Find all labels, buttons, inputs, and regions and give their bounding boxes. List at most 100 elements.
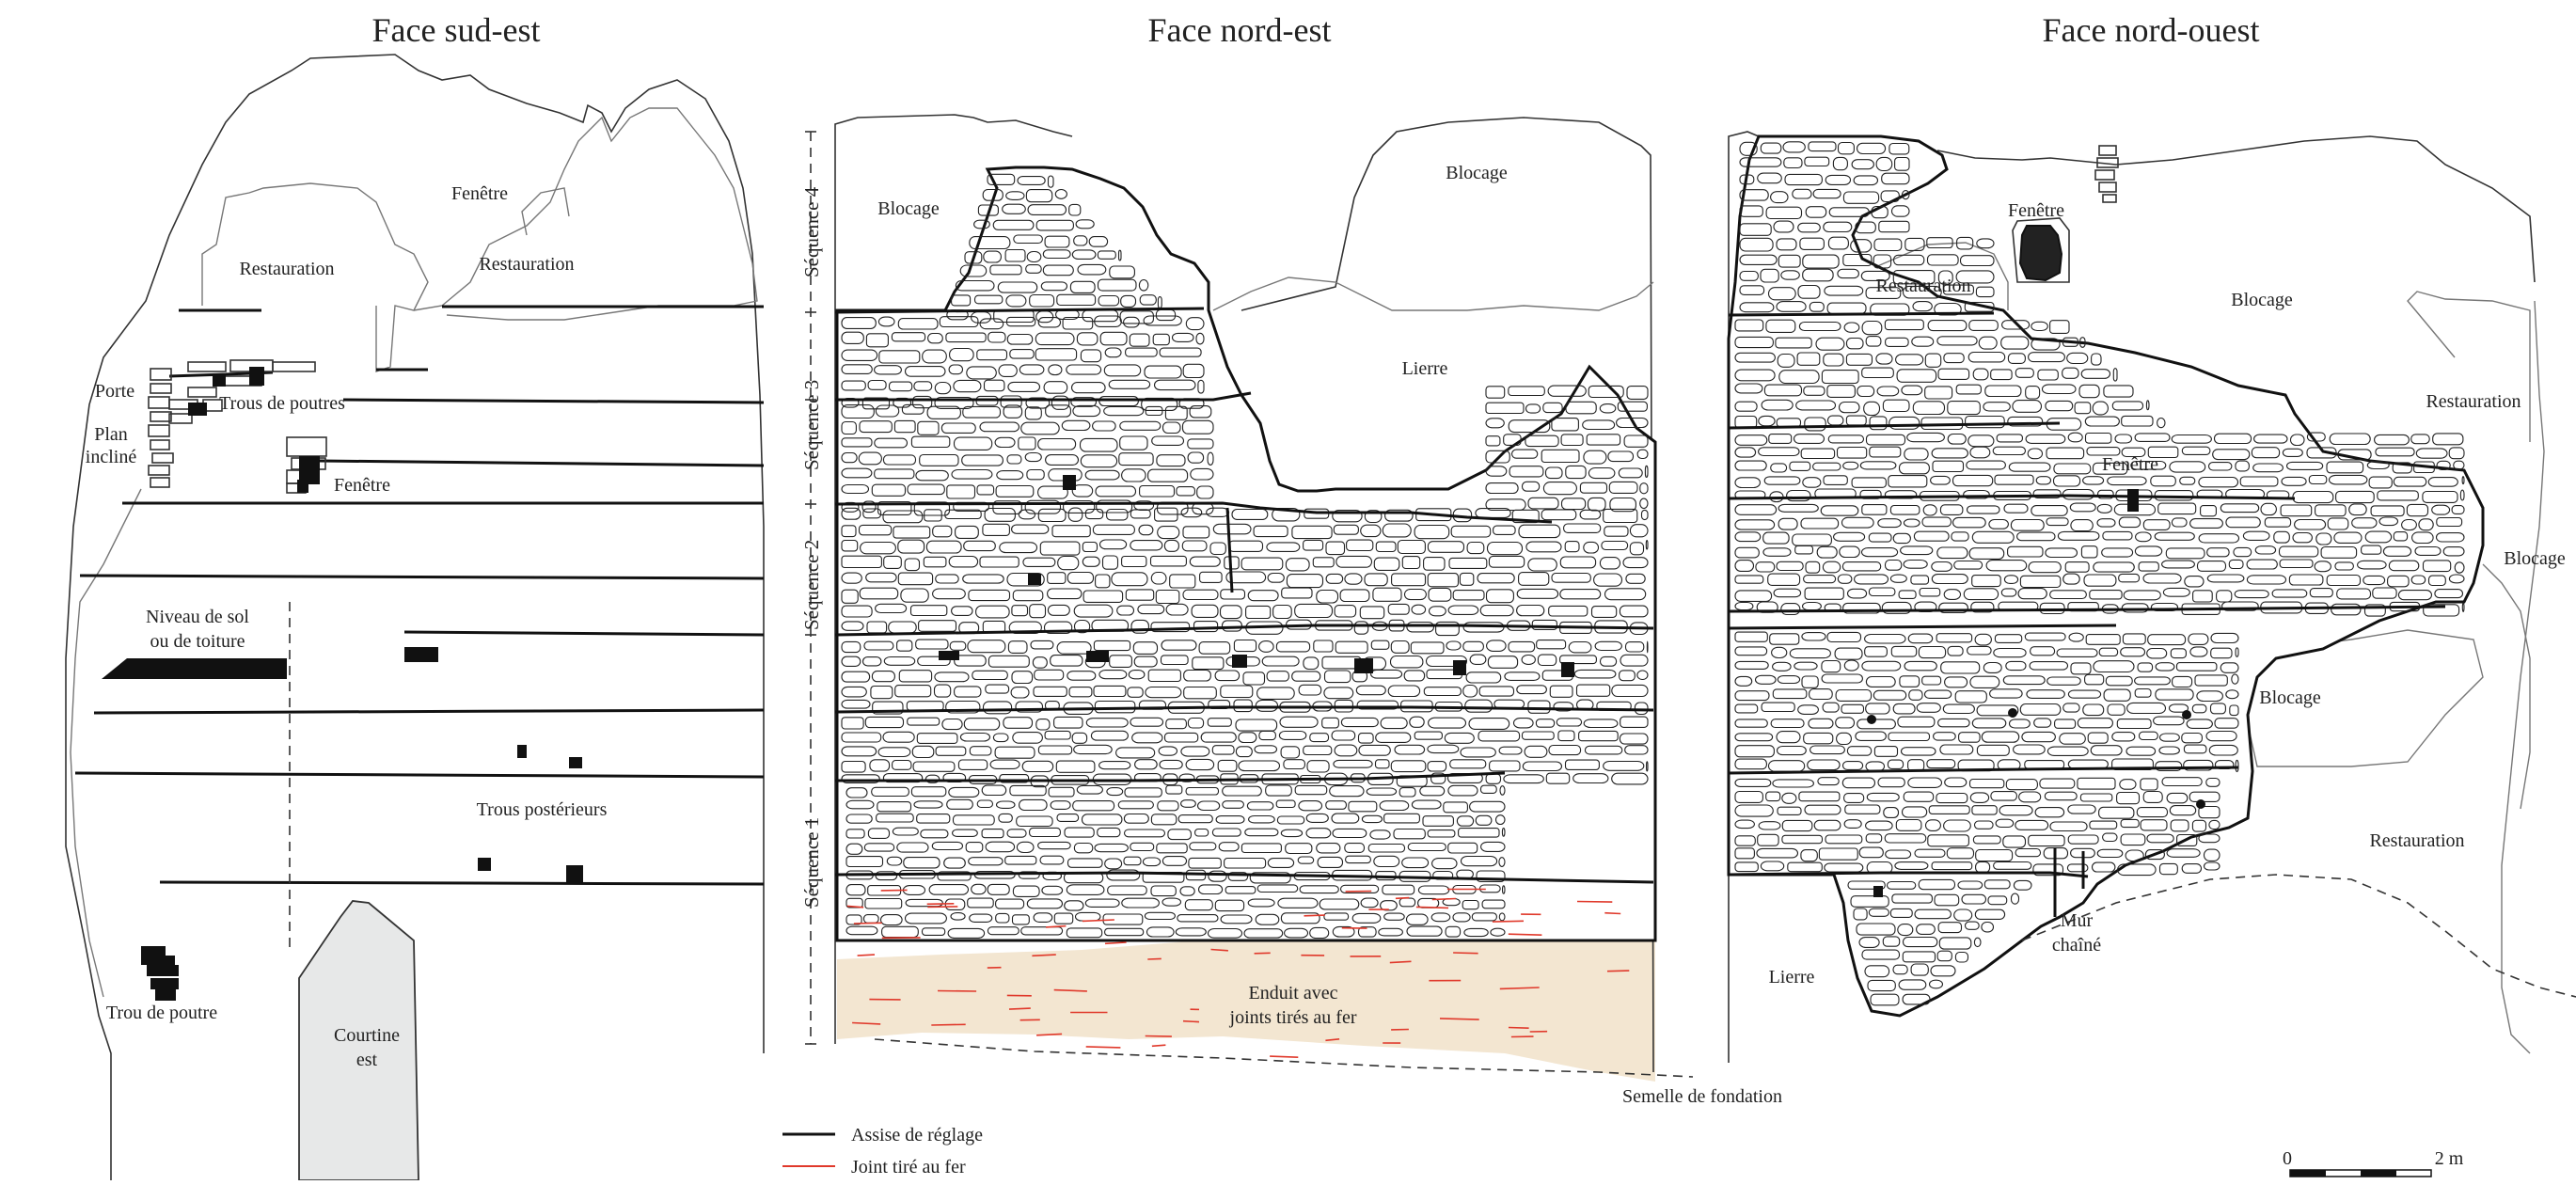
legend: Assise de réglage Joint tiré au fer: [782, 1125, 983, 1177]
label-nw-restoration-top: Restauration: [1875, 276, 1970, 296]
masonry-stone: [1892, 206, 1910, 216]
masonry-stone: [2376, 448, 2414, 456]
masonry-stone: [2433, 434, 2463, 445]
iron-joint-mark: [1577, 902, 1612, 903]
label-nw-restoration-right: Restauration: [2426, 391, 2521, 412]
label-se-courtine-1: Courtine: [334, 1025, 400, 1046]
assise-lines-south-east: [75, 307, 764, 884]
label-nw-blocage-mid: Blocage: [2259, 687, 2321, 708]
label-se-plan-2: incliné: [86, 447, 137, 467]
label-se-beam-holes: Trous de poutres: [219, 393, 345, 414]
masonry-stone: [2375, 434, 2410, 444]
masonry-stone: [2330, 434, 2370, 445]
panel-north-west: Fenêtre Restauration Blocage Restauratio…: [1729, 132, 2576, 1063]
label-se-restoration-left: Restauration: [239, 259, 334, 279]
masonry-stone: [1874, 239, 1902, 250]
nw-right-contour: [2502, 301, 2544, 1053]
masonry-stone: [1976, 287, 1994, 296]
label-nw-ivy: Lierre: [1769, 967, 1815, 988]
label-nw-blocage-right: Blocage: [2504, 548, 2566, 569]
iron-joint-mark: [854, 923, 882, 924]
panel-south-east: Fenêtre Restauration Restauration Porte …: [66, 55, 764, 1180]
label-ne-blocage-left: Blocage: [877, 198, 940, 219]
masonry-stone: [2416, 449, 2447, 458]
nw-foundation-line: [2022, 875, 2576, 997]
masonry-stone: [2182, 864, 2201, 874]
masonry-stone: [2411, 434, 2430, 444]
floor-level-bar: [102, 658, 287, 679]
label-se-level-2: ou de toiture: [150, 631, 245, 652]
iron-joint-mark: [1304, 915, 1325, 916]
label-nw-mur-2: chaîné: [2052, 935, 2101, 956]
masonry-stone: [2462, 603, 2464, 611]
iron-joint-mark: [881, 890, 908, 891]
scale-start-label: 0: [2283, 1148, 2292, 1169]
label-sequence-3: Séquence 3: [800, 380, 823, 470]
label-nw-blocage-top: Blocage: [2231, 290, 2293, 310]
iron-joint-mark: [938, 991, 976, 992]
iron-joint-mark: [1453, 953, 1478, 954]
masonry-stone: [2167, 849, 2200, 858]
label-se-courtine-2: est: [356, 1050, 378, 1070]
legend-joint-label: Joint tiré au fer: [851, 1157, 966, 1177]
iron-joint-mark: [927, 904, 955, 905]
masonry-stone: [1509, 387, 1545, 396]
label-se-level-1: Niveau de sol: [146, 607, 249, 627]
title-north-east: Face nord-est: [1148, 11, 1332, 49]
label-nw-window-mid: Fenêtre: [2102, 454, 2158, 475]
legend-assise-label: Assise de réglage: [851, 1125, 983, 1146]
iron-joint-mark: [1009, 1008, 1031, 1009]
title-south-east: Face sud-est: [372, 11, 541, 49]
iron-joint-mark: [1146, 1036, 1172, 1037]
window-outline-top: [522, 188, 569, 235]
label-sequence-1: Séquence 1: [800, 817, 823, 908]
restoration-outline-right: [414, 108, 757, 320]
label-nw-restoration-bottom: Restauration: [2369, 830, 2464, 851]
label-se-window-mid: Fenêtre: [334, 475, 390, 496]
iron-joint-mark: [1255, 953, 1271, 954]
label-se-window-top: Fenêtre: [451, 183, 508, 204]
label-ne-blocage-right: Blocage: [1446, 163, 1508, 183]
label-nw-mur-1: Mur: [2061, 910, 2094, 931]
iron-joint-mark: [858, 955, 875, 956]
panel-north-east: Séquence 4 Séquence 3 Séquence 2 Séquenc…: [800, 115, 1782, 1107]
title-north-west: Face nord-ouest: [2043, 11, 2260, 49]
masonry-stone: [2449, 448, 2464, 459]
iron-joint-mark: [1607, 971, 1629, 972]
masonry-stone: [1977, 239, 1994, 248]
masonry-stone: [1905, 238, 1924, 250]
label-se-beam-hole: Trou de poutre: [106, 1003, 217, 1023]
masonry-stone: [2050, 321, 2069, 334]
masonry-stone: [1961, 256, 1995, 266]
masonry-stone: [2031, 322, 2048, 330]
iron-joint-mark: [1086, 1047, 1121, 1048]
masonry-stone: [2454, 461, 2464, 469]
nw-small-stones: [2095, 146, 2118, 202]
masonry-stone: [1526, 404, 1541, 413]
iron-joint-mark: [1509, 1028, 1529, 1029]
iron-joint-mark: [1604, 913, 1620, 914]
masonry-stone: [1486, 387, 1505, 398]
scale-end-label: 2 m: [2435, 1148, 2464, 1169]
label-se-later-holes: Trous postérieurs: [477, 799, 608, 820]
label-sequence-2: Séquence 2: [800, 540, 823, 630]
masonry-stone: [1486, 403, 1524, 413]
masonry-stone: [1486, 419, 1504, 428]
masonry-stone: [1543, 403, 1562, 412]
beam-hole-right: [404, 647, 438, 662]
label-ne-ivy: Lierre: [1402, 358, 1448, 379]
iron-joint-mark: [1493, 921, 1524, 922]
masonry-stone: [1927, 238, 1952, 248]
ne-blocage-contour: [1213, 277, 1653, 310]
label-se-restoration-right: Restauration: [479, 254, 574, 275]
iron-joint-mark: [1396, 898, 1409, 899]
masonry-stone: [2205, 849, 2220, 861]
label-ne-enduit-2: joints tirés au fer: [1229, 1007, 1357, 1028]
masonry-stone: [2160, 863, 2178, 874]
iron-joint-mark: [1270, 1056, 1298, 1057]
iron-joint-mark: [1432, 899, 1456, 900]
masonry-stone: [1879, 221, 1909, 231]
masonry-stone: [1627, 387, 1648, 400]
